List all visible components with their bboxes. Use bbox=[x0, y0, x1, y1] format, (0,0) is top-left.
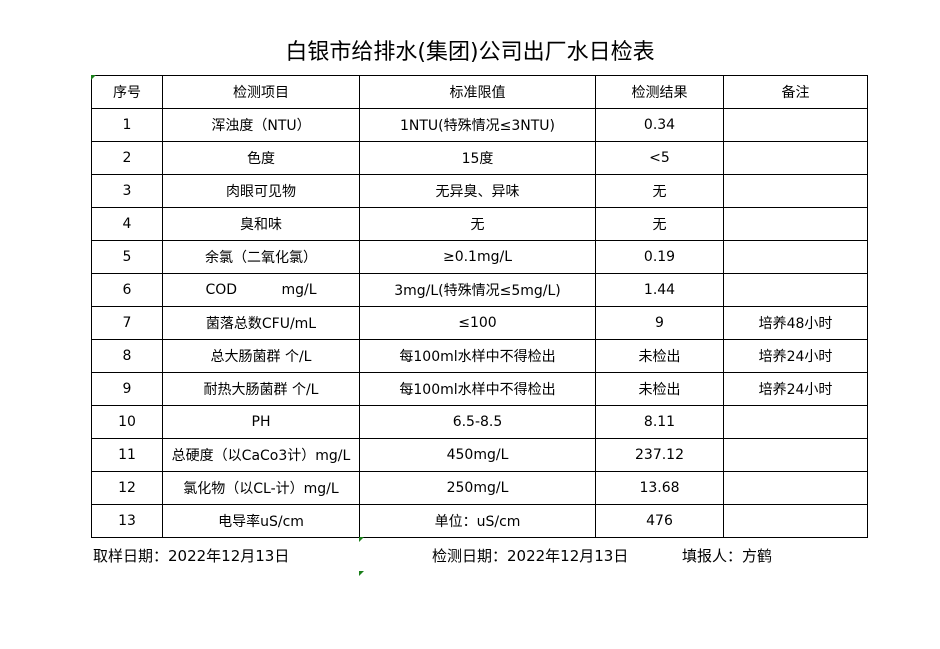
cell-remark bbox=[723, 273, 868, 307]
cell-result: 1.44 bbox=[595, 273, 724, 307]
cell-result: 无 bbox=[595, 174, 724, 208]
cell-item: 余氯（二氧化氯） bbox=[162, 240, 360, 274]
table-row: 12 氯化物（以CL-计）mg/L 250mg/L 13.68 bbox=[91, 471, 868, 505]
header-remark: 备注 bbox=[723, 75, 868, 109]
cell-result: 未检出 bbox=[595, 339, 724, 373]
cell-result: 13.68 bbox=[595, 471, 724, 505]
cell-index: 11 bbox=[91, 438, 163, 472]
cell-item: 总大肠菌群 个/L bbox=[162, 339, 360, 373]
cell-index: 6 bbox=[91, 273, 163, 307]
cell-result: 9 bbox=[595, 306, 724, 340]
cell-standard: 450mg/L bbox=[359, 438, 596, 472]
cell-item: COD mg/L bbox=[162, 273, 360, 307]
cell-item: 总硬度（以CaCo3计）mg/L bbox=[162, 438, 360, 472]
cell-marker bbox=[359, 571, 364, 576]
cell-marker bbox=[359, 537, 364, 542]
cell-item: 浑浊度（NTU） bbox=[162, 108, 360, 142]
test-date: 检测日期：2022年12月13日 bbox=[432, 547, 629, 565]
cell-result: 未检出 bbox=[595, 372, 724, 406]
table-row: 8 总大肠菌群 个/L 每100ml水样中不得检出 未检出 培养24小时 bbox=[91, 339, 868, 373]
cell-result: 237.12 bbox=[595, 438, 724, 472]
cell-standard: 3mg/L(特殊情况≤5mg/L) bbox=[359, 273, 596, 307]
table-row: 2 色度 15度 <5 bbox=[91, 141, 868, 175]
cell-remark bbox=[723, 240, 868, 274]
cell-standard: 无异臭、异味 bbox=[359, 174, 596, 208]
cell-standard: ≥0.1mg/L bbox=[359, 240, 596, 274]
cell-index: 5 bbox=[91, 240, 163, 274]
header-index: 序号 bbox=[91, 75, 163, 109]
cell-index: 9 bbox=[91, 372, 163, 406]
cell-result: <5 bbox=[595, 141, 724, 175]
cell-index: 7 bbox=[91, 306, 163, 340]
cell-remark: 培养48小时 bbox=[723, 306, 868, 340]
cell-item: 耐热大肠菌群 个/L bbox=[162, 372, 360, 406]
table-row: 3 肉眼可见物 无异臭、异味无 bbox=[91, 174, 868, 208]
table-row: 13 电导率uS/cm 单位：uS/cm 476 bbox=[91, 504, 868, 538]
cell-item: PH bbox=[162, 405, 360, 439]
cell-standard: 250mg/L bbox=[359, 471, 596, 505]
cell-item: 电导率uS/cm bbox=[162, 504, 360, 538]
cell-index: 8 bbox=[91, 339, 163, 373]
cell-index: 2 bbox=[91, 141, 163, 175]
header-item: 检测项目 bbox=[162, 75, 360, 109]
cell-item: 色度 bbox=[162, 141, 360, 175]
cell-standard: 6.5-8.5 bbox=[359, 405, 596, 439]
header-standard: 标准限值 bbox=[359, 75, 596, 109]
table-row: 9 耐热大肠菌群 个/L 每100ml水样中不得检出 未检出 培养24小时 bbox=[91, 372, 868, 406]
cell-marker bbox=[91, 75, 96, 80]
cell-item: 氯化物（以CL-计）mg/L bbox=[162, 471, 360, 505]
cell-remark: 培养24小时 bbox=[723, 339, 868, 373]
cell-remark: 培养24小时 bbox=[723, 372, 868, 406]
cell-result: 8.11 bbox=[595, 405, 724, 439]
cell-remark bbox=[723, 438, 868, 472]
cell-standard: 单位：uS/cm bbox=[359, 504, 596, 538]
cell-standard: 15度 bbox=[359, 141, 596, 175]
cell-result: 0.19 bbox=[595, 240, 724, 274]
cell-remark bbox=[723, 141, 868, 175]
cell-index: 10 bbox=[91, 405, 163, 439]
cell-standard: 每100ml水样中不得检出 bbox=[359, 339, 596, 373]
cell-index: 1 bbox=[91, 108, 163, 142]
table-row: 6 COD mg/L 3mg/L(特殊情况≤5mg/L) 1.44 bbox=[91, 273, 868, 307]
cell-remark bbox=[723, 471, 868, 505]
table-row: 1 浑浊度（NTU） 1NTU(特殊情况≤3NTU) 0.34 bbox=[91, 108, 868, 142]
cell-remark bbox=[723, 504, 868, 538]
header-row: 序号 检测项目 标准限值 检测结果 备注 bbox=[91, 75, 868, 109]
cell-index: 13 bbox=[91, 504, 163, 538]
page-title: 白银市给排水(集团)公司出厂水日检表 bbox=[285, 40, 655, 65]
cell-standard: 1NTU(特殊情况≤3NTU) bbox=[359, 108, 596, 142]
cell-standard: ≤100 bbox=[359, 306, 596, 340]
cell-standard: 无 bbox=[359, 207, 596, 241]
cell-remark bbox=[723, 207, 868, 241]
header-result: 检测结果 bbox=[595, 75, 724, 109]
cell-index: 12 bbox=[91, 471, 163, 505]
cell-item: 菌落总数CFU/mL bbox=[162, 306, 360, 340]
table-row: 11 总硬度（以CaCo3计）mg/L 450mg/L 237.12 bbox=[91, 438, 868, 472]
table-row: 4 臭和味无无 bbox=[91, 207, 868, 241]
table-row: 7 菌落总数CFU/mL ≤100 9 培养48小时 bbox=[91, 306, 868, 340]
reporter: 填报人：方鹤 bbox=[682, 547, 773, 565]
cell-result: 无 bbox=[595, 207, 724, 241]
cell-standard: 每100ml水样中不得检出 bbox=[359, 372, 596, 406]
cell-result: 476 bbox=[595, 504, 724, 538]
cell-remark bbox=[723, 174, 868, 208]
cell-item: 臭和味 bbox=[162, 207, 360, 241]
table-row: 10 PH 6.5-8.5 8.11 bbox=[91, 405, 868, 439]
table-row: 5 余氯（二氧化氯） ≥0.1mg/L 0.19 bbox=[91, 240, 868, 274]
cell-remark bbox=[723, 108, 868, 142]
cell-item: 肉眼可见物 bbox=[162, 174, 360, 208]
cell-index: 3 bbox=[91, 174, 163, 208]
cell-result: 0.34 bbox=[595, 108, 724, 142]
cell-index: 4 bbox=[91, 207, 163, 241]
cell-remark bbox=[723, 405, 868, 439]
sample-date: 取样日期：2022年12月13日 bbox=[93, 547, 290, 565]
inspection-table: 序号 检测项目 标准限值 检测结果 备注 1 浑浊度（NTU） 1NTU(特殊情况≤3NTU)… bbox=[91, 75, 868, 538]
